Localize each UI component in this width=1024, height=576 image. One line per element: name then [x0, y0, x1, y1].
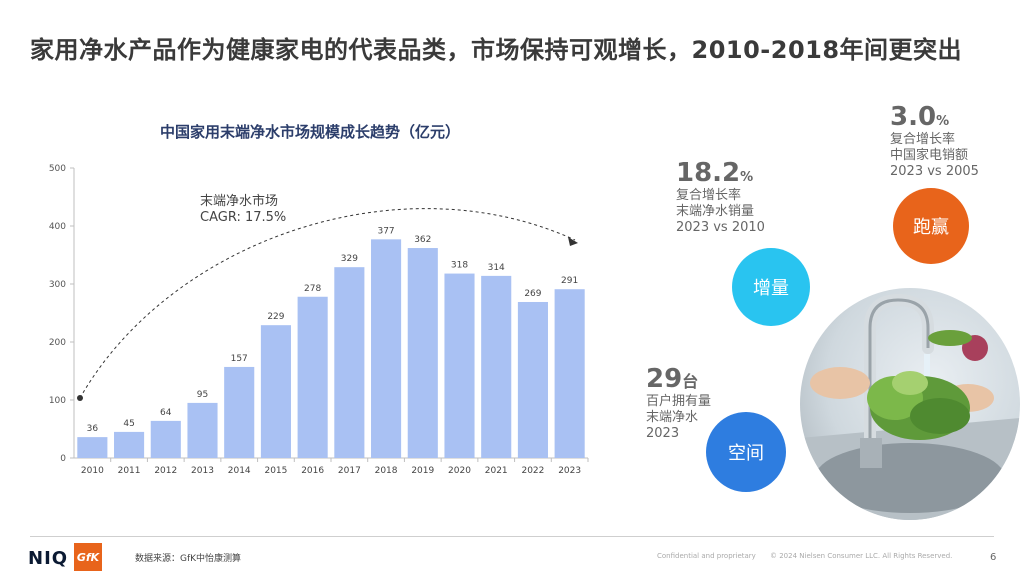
stat-space-unit: 台	[682, 372, 699, 391]
cagr-start-dot	[77, 395, 83, 401]
bar-value-label: 95	[197, 390, 208, 400]
stat-lead-unit: %	[936, 114, 950, 129]
bar-value-label: 36	[87, 424, 99, 434]
y-tick-label: 100	[49, 396, 66, 406]
x-tick-label: 2018	[375, 466, 398, 476]
bar-value-label: 318	[451, 261, 468, 271]
bar-2011	[114, 431, 145, 458]
x-tick-label: 2012	[154, 466, 177, 476]
stat-lead: 3.0% 复合增长率 中国家电销额 2023 vs 2005	[890, 102, 979, 180]
stat-space-value: 29	[646, 364, 683, 394]
stat-lead-value: 3.0	[890, 102, 937, 132]
stat-growth-value: 18.2	[676, 158, 741, 188]
x-tick-label: 2017	[338, 466, 361, 476]
stat-space-line3: 2023	[646, 426, 680, 441]
chart-title: 中国家用末端净水市场规模成长趋势（亿元）	[160, 123, 461, 141]
stat-growth-unit: %	[740, 170, 754, 185]
copyright-note: © 2024 Nielsen Consumer LLC. All Rights …	[770, 552, 953, 560]
y-tick-label: 300	[49, 280, 66, 290]
stat-space-line1: 百户拥有量	[646, 394, 712, 409]
page-title: 家用净水产品作为健康家电的代表品类，市场保持可观增长，2010-2018年间更突…	[30, 36, 963, 64]
x-tick-label: 2023	[558, 466, 581, 476]
y-tick-label: 200	[49, 338, 66, 348]
cagr-arrow-head	[568, 237, 578, 246]
bar-2012	[150, 420, 181, 458]
footer-divider	[30, 536, 994, 537]
bar-2014	[224, 366, 255, 458]
x-tick-label: 2014	[228, 466, 251, 476]
data-source: 数据来源：GfK中怡康测算	[135, 554, 242, 564]
bar-2020	[444, 273, 475, 458]
bar-value-label: 314	[488, 263, 505, 273]
chart-bars	[77, 239, 585, 458]
x-tick-label: 2013	[191, 466, 214, 476]
stat-lead-line2: 中国家电销额	[890, 148, 969, 163]
stat-space: 29台 百户拥有量 末端净水 2023	[646, 364, 711, 442]
bar-2023	[554, 289, 585, 458]
bar-2018	[371, 239, 402, 458]
x-tick-label: 2022	[521, 466, 544, 476]
bar-2016	[297, 296, 328, 458]
bar-value-label: 269	[524, 289, 541, 299]
x-tick-label: 2016	[301, 466, 324, 476]
y-tick-label: 500	[49, 164, 66, 174]
page-number: 6	[990, 552, 997, 563]
bar-value-label: 377	[377, 226, 394, 236]
bar-value-label: 362	[414, 235, 431, 245]
bar-value-label: 329	[341, 254, 358, 264]
stat-growth-line3: 2023 vs 2010	[676, 220, 765, 235]
cagr-annotation: 末端净水市场 CAGR: 17.5%	[200, 194, 286, 226]
bar-value-label: 45	[123, 419, 134, 429]
x-tick-label: 2021	[485, 466, 508, 476]
bar-2017	[334, 267, 365, 458]
bar-2019	[407, 248, 438, 458]
badge-lead: 跑赢	[893, 188, 969, 264]
stat-lead-line3: 2023 vs 2005	[890, 164, 979, 179]
stat-lead-line1: 复合增长率	[890, 132, 956, 147]
stat-growth: 18.2% 复合增长率 末端净水销量 2023 vs 2010	[676, 158, 765, 236]
bar-2021	[481, 275, 512, 458]
badge-space: 空间	[706, 412, 786, 492]
confidential-note: Confidential and proprietary	[657, 552, 756, 560]
bar-value-label: 64	[160, 408, 172, 418]
x-tick-label: 2019	[411, 466, 434, 476]
bar-2010	[77, 437, 108, 458]
cagr-annotation-title: 末端净水市场	[200, 194, 279, 209]
stat-space-line2: 末端净水	[646, 410, 699, 425]
bar-2022	[517, 301, 548, 458]
bar-value-label: 291	[561, 276, 578, 286]
y-tick-label: 400	[49, 222, 66, 232]
bar-2013	[187, 402, 218, 458]
bar-2015	[260, 325, 291, 458]
y-tick-label: 0	[60, 454, 66, 464]
stat-growth-line2: 末端净水销量	[676, 204, 755, 219]
kitchen-faucet-vegetables-photo	[800, 288, 1020, 520]
chart-labels: 36 2010 45 2011 64 2012 95 2013 157 2014 229 2015 27…	[81, 226, 581, 476]
niq-logo: NIQ	[28, 548, 69, 569]
x-tick-label: 2011	[118, 466, 141, 476]
cagr-annotation-value: CAGR: 17.5%	[200, 210, 287, 225]
bar-value-label: 229	[267, 312, 284, 322]
stat-growth-line1: 复合增长率	[676, 188, 742, 203]
bar-value-label: 278	[304, 284, 321, 294]
bar-value-label: 157	[231, 354, 248, 364]
gfk-logo: GfK	[74, 543, 102, 571]
x-tick-label: 2020	[448, 466, 471, 476]
x-tick-label: 2010	[81, 466, 104, 476]
x-tick-label: 2015	[264, 466, 287, 476]
badge-growth: 增量	[732, 248, 810, 326]
